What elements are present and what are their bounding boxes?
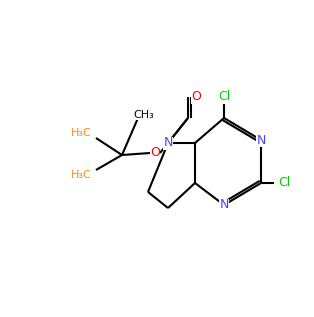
Text: N: N (163, 137, 173, 150)
Text: N: N (256, 133, 266, 146)
Text: H₃C: H₃C (71, 170, 91, 180)
Text: Cl: Cl (278, 177, 290, 190)
Text: N: N (219, 198, 229, 211)
Text: CH₃: CH₃ (134, 110, 154, 120)
Text: Cl: Cl (218, 90, 230, 103)
Text: O: O (150, 146, 160, 159)
Text: O: O (191, 90, 201, 103)
Text: H₃C: H₃C (71, 128, 91, 138)
